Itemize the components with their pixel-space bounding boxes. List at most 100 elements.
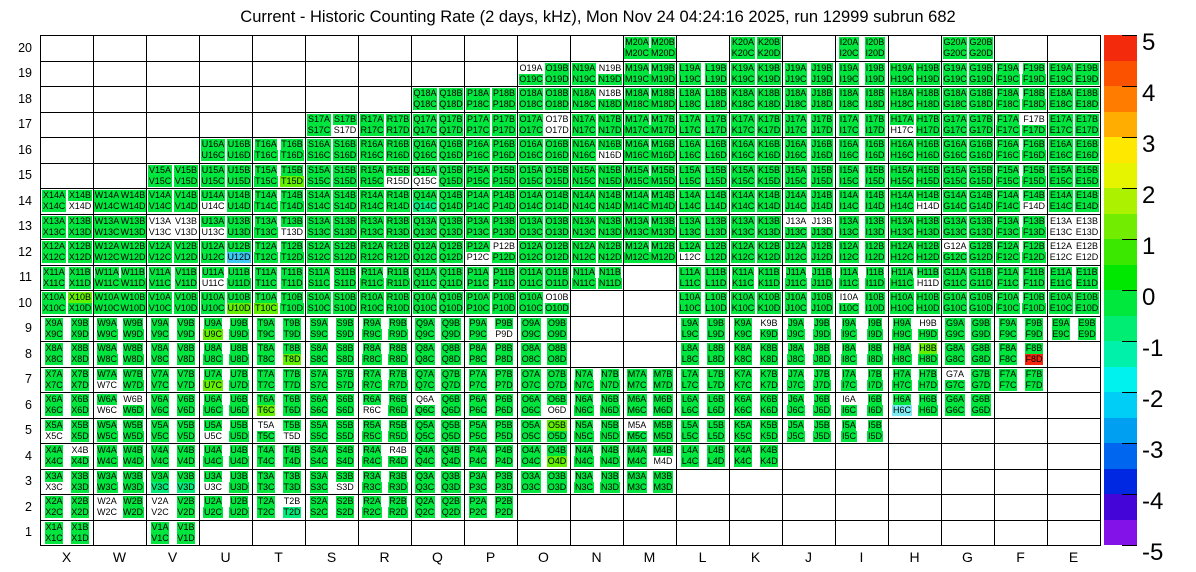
cell-label: V9A bbox=[150, 317, 169, 329]
cell-label: V12B bbox=[174, 241, 198, 253]
cell-label: W9C bbox=[96, 328, 118, 340]
cell-label: P18C bbox=[466, 99, 490, 111]
cell-label: H9D bbox=[918, 328, 938, 340]
cell-label: L19B bbox=[704, 62, 728, 74]
cell-label: Q10A bbox=[412, 292, 437, 304]
y-axis-tick-label: 19 bbox=[18, 66, 32, 81]
cell-label: J13D bbox=[810, 226, 833, 238]
cell-label: V8B bbox=[176, 343, 195, 355]
cell-label: V2B bbox=[176, 496, 195, 508]
cell-label: U14D bbox=[226, 201, 251, 213]
heatmap-cell bbox=[941, 443, 994, 469]
heatmap-cell: F18A F18B F18C F18D bbox=[994, 86, 1047, 112]
cell-label: P10D bbox=[492, 303, 516, 315]
cell-label: M14A bbox=[624, 190, 650, 202]
cell-label: R2B bbox=[388, 496, 408, 508]
heatmap-cell bbox=[994, 443, 1047, 469]
cell-label: L6B bbox=[707, 394, 725, 406]
heatmap-cell: E11A E11B E11C E11D bbox=[1047, 264, 1100, 290]
heatmap-cell: T10A T10B T10C T10D bbox=[252, 290, 305, 316]
heatmap-cell: F9A F9B F9C F9D bbox=[994, 315, 1047, 341]
cell-label: L16D bbox=[704, 150, 728, 162]
cell-label: H7C bbox=[892, 379, 912, 391]
cell-label: V14C bbox=[148, 201, 172, 213]
cell-label: Q18D bbox=[438, 99, 464, 111]
cell-label: F13A bbox=[996, 215, 1020, 227]
cell-label: M17A bbox=[624, 113, 650, 125]
cell-label: G10B bbox=[968, 292, 993, 304]
cell-label: W9A bbox=[96, 317, 118, 329]
cell-label: N18A bbox=[572, 88, 596, 100]
cell-label: L16B bbox=[704, 139, 728, 151]
cell-label: G19B bbox=[968, 62, 993, 74]
cell-label: H17C bbox=[889, 124, 914, 136]
y-axis-tick-label: 2 bbox=[25, 499, 32, 514]
cell-label: R7A bbox=[362, 368, 382, 380]
cell-label: F9A bbox=[999, 317, 1017, 329]
heatmap-cell: N17A N17B N17C N17D bbox=[570, 111, 623, 137]
cell-label: O18D bbox=[544, 99, 570, 111]
cell-label: G15B bbox=[968, 164, 993, 176]
cell-label: U11D bbox=[227, 277, 251, 289]
cell-label: X11D bbox=[68, 277, 92, 289]
cell-label: K12C bbox=[731, 252, 755, 264]
cell-label: U10D bbox=[226, 303, 251, 315]
cell-label: N16B bbox=[598, 139, 622, 151]
heatmap-cell: M3A M3B M3C M3D bbox=[623, 468, 676, 494]
cell-label: J10B bbox=[811, 292, 833, 304]
cell-label: T13A bbox=[254, 215, 278, 227]
heatmap-cell: S4A S4B S4C S4D bbox=[305, 443, 358, 469]
heatmap-cell bbox=[888, 468, 941, 494]
cell-label: X2B bbox=[70, 496, 89, 508]
cell-label: S14A bbox=[307, 190, 331, 202]
cell-label: S6A bbox=[309, 394, 328, 406]
cell-label: M12C bbox=[624, 252, 650, 264]
cell-label: J15D bbox=[810, 175, 833, 187]
heatmap-cell: M13A M13B M13C M13D bbox=[623, 213, 676, 239]
cell-label: I8C bbox=[841, 354, 857, 366]
heatmap-cell: J8A J8B J8C J8D bbox=[782, 341, 835, 367]
cell-label: U7D bbox=[229, 379, 249, 391]
cell-label: M12A bbox=[624, 241, 650, 253]
cell-label: F11B bbox=[1023, 266, 1045, 278]
heatmap-cell bbox=[623, 519, 676, 545]
heatmap-cell: G12A G12B G12C G12D bbox=[941, 239, 994, 265]
cell-label: R5A bbox=[362, 419, 382, 431]
cell-label: Q8C bbox=[415, 354, 435, 366]
cell-label: F8A bbox=[999, 343, 1017, 355]
cell-label: P3A bbox=[468, 470, 487, 482]
heatmap-cell: R2A R2B R2C R2D bbox=[358, 494, 411, 520]
cell-label: O8D bbox=[547, 354, 567, 366]
colorbar-tick-label: 2 bbox=[1142, 182, 1156, 209]
cell-label: U4A bbox=[203, 445, 223, 457]
heatmap-cell: X5A X5B X5C X5D bbox=[40, 417, 93, 443]
cell-label: I20D bbox=[864, 48, 885, 60]
cell-label: N11A bbox=[572, 266, 596, 278]
heatmap-cell bbox=[782, 35, 835, 61]
cell-label: J15B bbox=[811, 164, 833, 176]
cell-label: U3D bbox=[229, 481, 249, 493]
cell-label: U7B bbox=[229, 368, 249, 380]
cell-label: Q7B bbox=[441, 368, 461, 380]
heatmap-cell: U10A U10B U10C U10D bbox=[199, 290, 252, 316]
cell-label: U5A bbox=[203, 419, 223, 431]
cell-label: O8C bbox=[521, 354, 541, 366]
cell-label: G15A bbox=[942, 164, 967, 176]
cell-label: X1D bbox=[70, 532, 90, 544]
cell-label: P11B bbox=[492, 266, 516, 278]
cell-label: S2D bbox=[335, 507, 355, 519]
cell-label: H16C bbox=[889, 150, 914, 162]
cell-label: J13B bbox=[811, 215, 833, 227]
cell-label: R16A bbox=[360, 139, 384, 151]
cell-label: Q5A bbox=[415, 419, 435, 431]
cell-label: M12B bbox=[650, 241, 676, 253]
cell-label: O12A bbox=[518, 241, 543, 253]
cell-label: S7A bbox=[309, 368, 328, 380]
cell-label: V4D bbox=[176, 456, 196, 468]
cell-label: Q17C bbox=[412, 124, 438, 136]
cell-label: W6C bbox=[96, 405, 118, 417]
heatmap-cell bbox=[146, 35, 199, 61]
cell-label: U8B bbox=[229, 343, 249, 355]
cell-label: F13C bbox=[996, 226, 1020, 238]
heatmap-cell: L18A L18B L18C L18D bbox=[676, 86, 729, 112]
